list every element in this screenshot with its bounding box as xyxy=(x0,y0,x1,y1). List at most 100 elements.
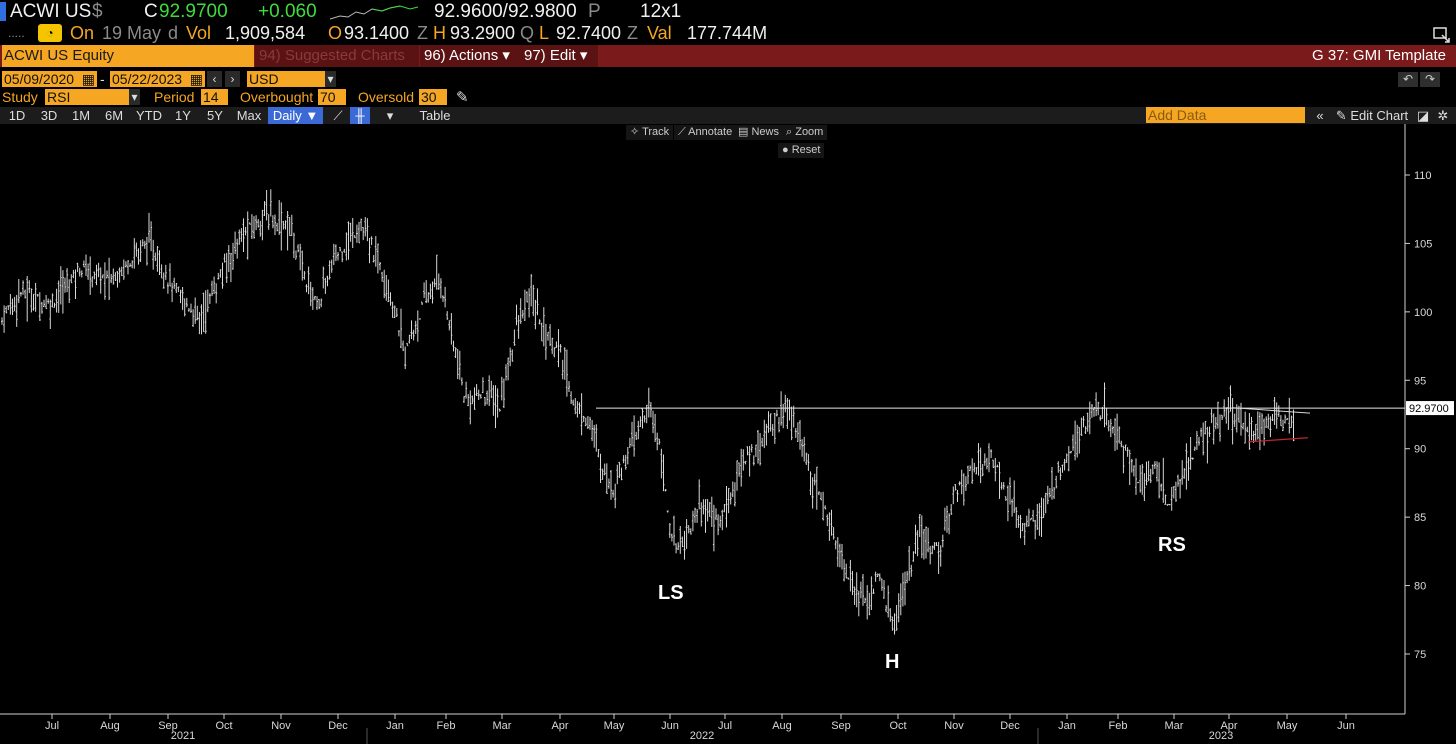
range-button-5y[interactable]: 5Y xyxy=(207,108,223,123)
ohlc-bar xyxy=(704,499,707,533)
ohlc-bar xyxy=(998,461,1001,499)
overbought-label: Overbought xyxy=(240,89,314,105)
ohlc-bar xyxy=(127,260,129,275)
ohlc-bar xyxy=(1177,474,1179,487)
ohlc-bar xyxy=(368,238,371,264)
ohlc-bar xyxy=(652,410,654,434)
oversold-field[interactable]: 30 xyxy=(419,89,447,105)
ohlc-bar xyxy=(799,419,801,450)
range-button-1y[interactable]: 1Y xyxy=(175,108,191,123)
range-button-1m[interactable]: 1M xyxy=(71,108,91,123)
ticker[interactable]: ACWI US xyxy=(10,1,92,22)
next-period-button[interactable]: › xyxy=(225,71,240,87)
range-button-1d[interactable]: 1D xyxy=(8,108,26,123)
edit-menu[interactable]: 97) Edit ▾ xyxy=(520,45,598,67)
calendar-icon[interactable]: ▦ xyxy=(189,71,203,87)
reset-button[interactable]: ● Reset xyxy=(778,143,825,158)
more-dots[interactable]: ..... xyxy=(8,26,25,40)
redo-icon[interactable]: ↷ xyxy=(1420,72,1440,87)
ohlc-bar xyxy=(311,287,314,310)
bar-chart-icon[interactable]: ╫ xyxy=(350,107,370,124)
news-button[interactable]: ▤ News xyxy=(734,125,783,140)
ohlc-bar xyxy=(589,416,591,430)
ohlc-bar xyxy=(1233,413,1236,428)
ohlc-bar xyxy=(177,286,180,293)
ohlc-bar xyxy=(131,260,134,269)
ohlc-bar xyxy=(349,222,352,242)
ohlc-bar xyxy=(330,259,333,273)
ohlc-bar xyxy=(295,250,297,260)
style-icon[interactable]: ◪ xyxy=(1416,108,1430,123)
gear-icon[interactable]: ✲ xyxy=(1437,108,1449,123)
edit-chart-button[interactable]: ✎ Edit Chart xyxy=(1332,107,1412,124)
ohlc-bar xyxy=(855,572,858,608)
zoom-button[interactable]: ⌕ Zoom xyxy=(782,125,828,140)
frequency-select[interactable]: Daily ▼ xyxy=(268,107,323,124)
collapse-button[interactable]: « xyxy=(1316,108,1324,123)
ohlc-bar xyxy=(788,399,791,421)
ohlc-bar xyxy=(752,455,755,466)
ohlc-bar xyxy=(19,291,22,297)
ohlc-bar xyxy=(666,510,669,513)
ohlc-bar xyxy=(1258,412,1261,451)
ohlc-bar xyxy=(557,329,560,368)
prev-period-button[interactable]: ‹ xyxy=(207,71,222,87)
ohlc-bar xyxy=(101,274,104,279)
line-chart-icon[interactable]: ⟋ xyxy=(333,108,343,123)
ohlc-bar xyxy=(1059,467,1062,481)
ohlc-bar xyxy=(7,305,10,310)
price-chart[interactable]: 75 80 85 90 95 100 105 110 Jul Aug Sep Oct Nov Dec Ja… xyxy=(0,124,1456,744)
start-date: 05/09/2020 xyxy=(4,71,75,87)
end-date-field[interactable]: 05/22/2023 ▦ xyxy=(110,71,205,87)
ohlc-bar xyxy=(679,526,682,554)
ohlc-bar xyxy=(244,226,247,236)
overbought-field[interactable]: 70 xyxy=(318,89,346,105)
suggested-charts-menu[interactable]: 94) Suggested Charts xyxy=(255,45,419,67)
ohlc-bar xyxy=(574,398,577,415)
x-year-label: 2022 xyxy=(690,730,714,742)
function-menubar: ACWI US Equity 94) Suggested Charts 96) … xyxy=(0,45,1456,67)
currency-dropdown-icon[interactable]: ▾ xyxy=(325,71,336,87)
chart-type-dropdown-icon[interactable]: ▾ xyxy=(386,108,394,123)
ohlc-bar xyxy=(1227,397,1230,430)
ohlc-bar xyxy=(376,243,379,274)
screenshot-icon[interactable] xyxy=(1432,26,1452,44)
range-button-ytd[interactable]: YTD xyxy=(136,108,162,123)
period-field[interactable]: 14 xyxy=(201,89,228,105)
range-button-6m[interactable]: 6M xyxy=(104,108,124,123)
ohlc-bar xyxy=(490,380,493,399)
ohlc-bar xyxy=(1198,436,1200,446)
ohlc-bar xyxy=(1130,458,1133,473)
start-date-field[interactable]: 05/09/2020 ▦ xyxy=(2,71,97,87)
calendar-icon[interactable]: ▦ xyxy=(81,71,95,87)
ohlc-bar xyxy=(320,298,323,308)
ohlc-bar xyxy=(442,295,444,302)
ohlc-bar xyxy=(1074,420,1077,461)
ohlc-bar xyxy=(750,444,753,453)
ohlc-bar xyxy=(431,281,434,304)
ohlc-bar xyxy=(918,514,921,538)
ohlc-bar xyxy=(358,221,360,244)
undo-icon[interactable]: ↶ xyxy=(1398,72,1418,87)
x-tick-label: Oct xyxy=(889,720,906,732)
pencil-icon[interactable]: ✎ xyxy=(456,89,469,106)
ohlc-bar xyxy=(162,272,165,289)
overlays: 92.9700 xyxy=(596,401,1454,443)
actions-menu[interactable]: 96) Actions ▾ xyxy=(420,45,521,67)
range-button-3d[interactable]: 3D xyxy=(40,108,58,123)
annotate-button[interactable]: ⟋ Annotate xyxy=(674,125,737,140)
table-button[interactable]: Table xyxy=(419,108,451,123)
range-button-max[interactable]: Max xyxy=(236,108,262,123)
security-field[interactable]: ACWI US Equity xyxy=(2,45,254,67)
ohlc-bar xyxy=(1086,412,1089,432)
ohlc-bar xyxy=(681,536,684,548)
ohlc-bar xyxy=(746,446,749,456)
track-button[interactable]: ✧ Track xyxy=(626,125,674,140)
currency-select[interactable]: USD xyxy=(247,71,325,87)
add-data-input[interactable]: Add Data xyxy=(1146,107,1305,123)
x-year-label: 2021 xyxy=(171,730,195,742)
study-dropdown-icon[interactable]: ▾ xyxy=(129,89,140,105)
study-select[interactable]: RSI xyxy=(45,89,129,105)
speedometer-icon[interactable]: ◔ xyxy=(38,24,62,42)
ohlc-bar xyxy=(626,446,629,465)
